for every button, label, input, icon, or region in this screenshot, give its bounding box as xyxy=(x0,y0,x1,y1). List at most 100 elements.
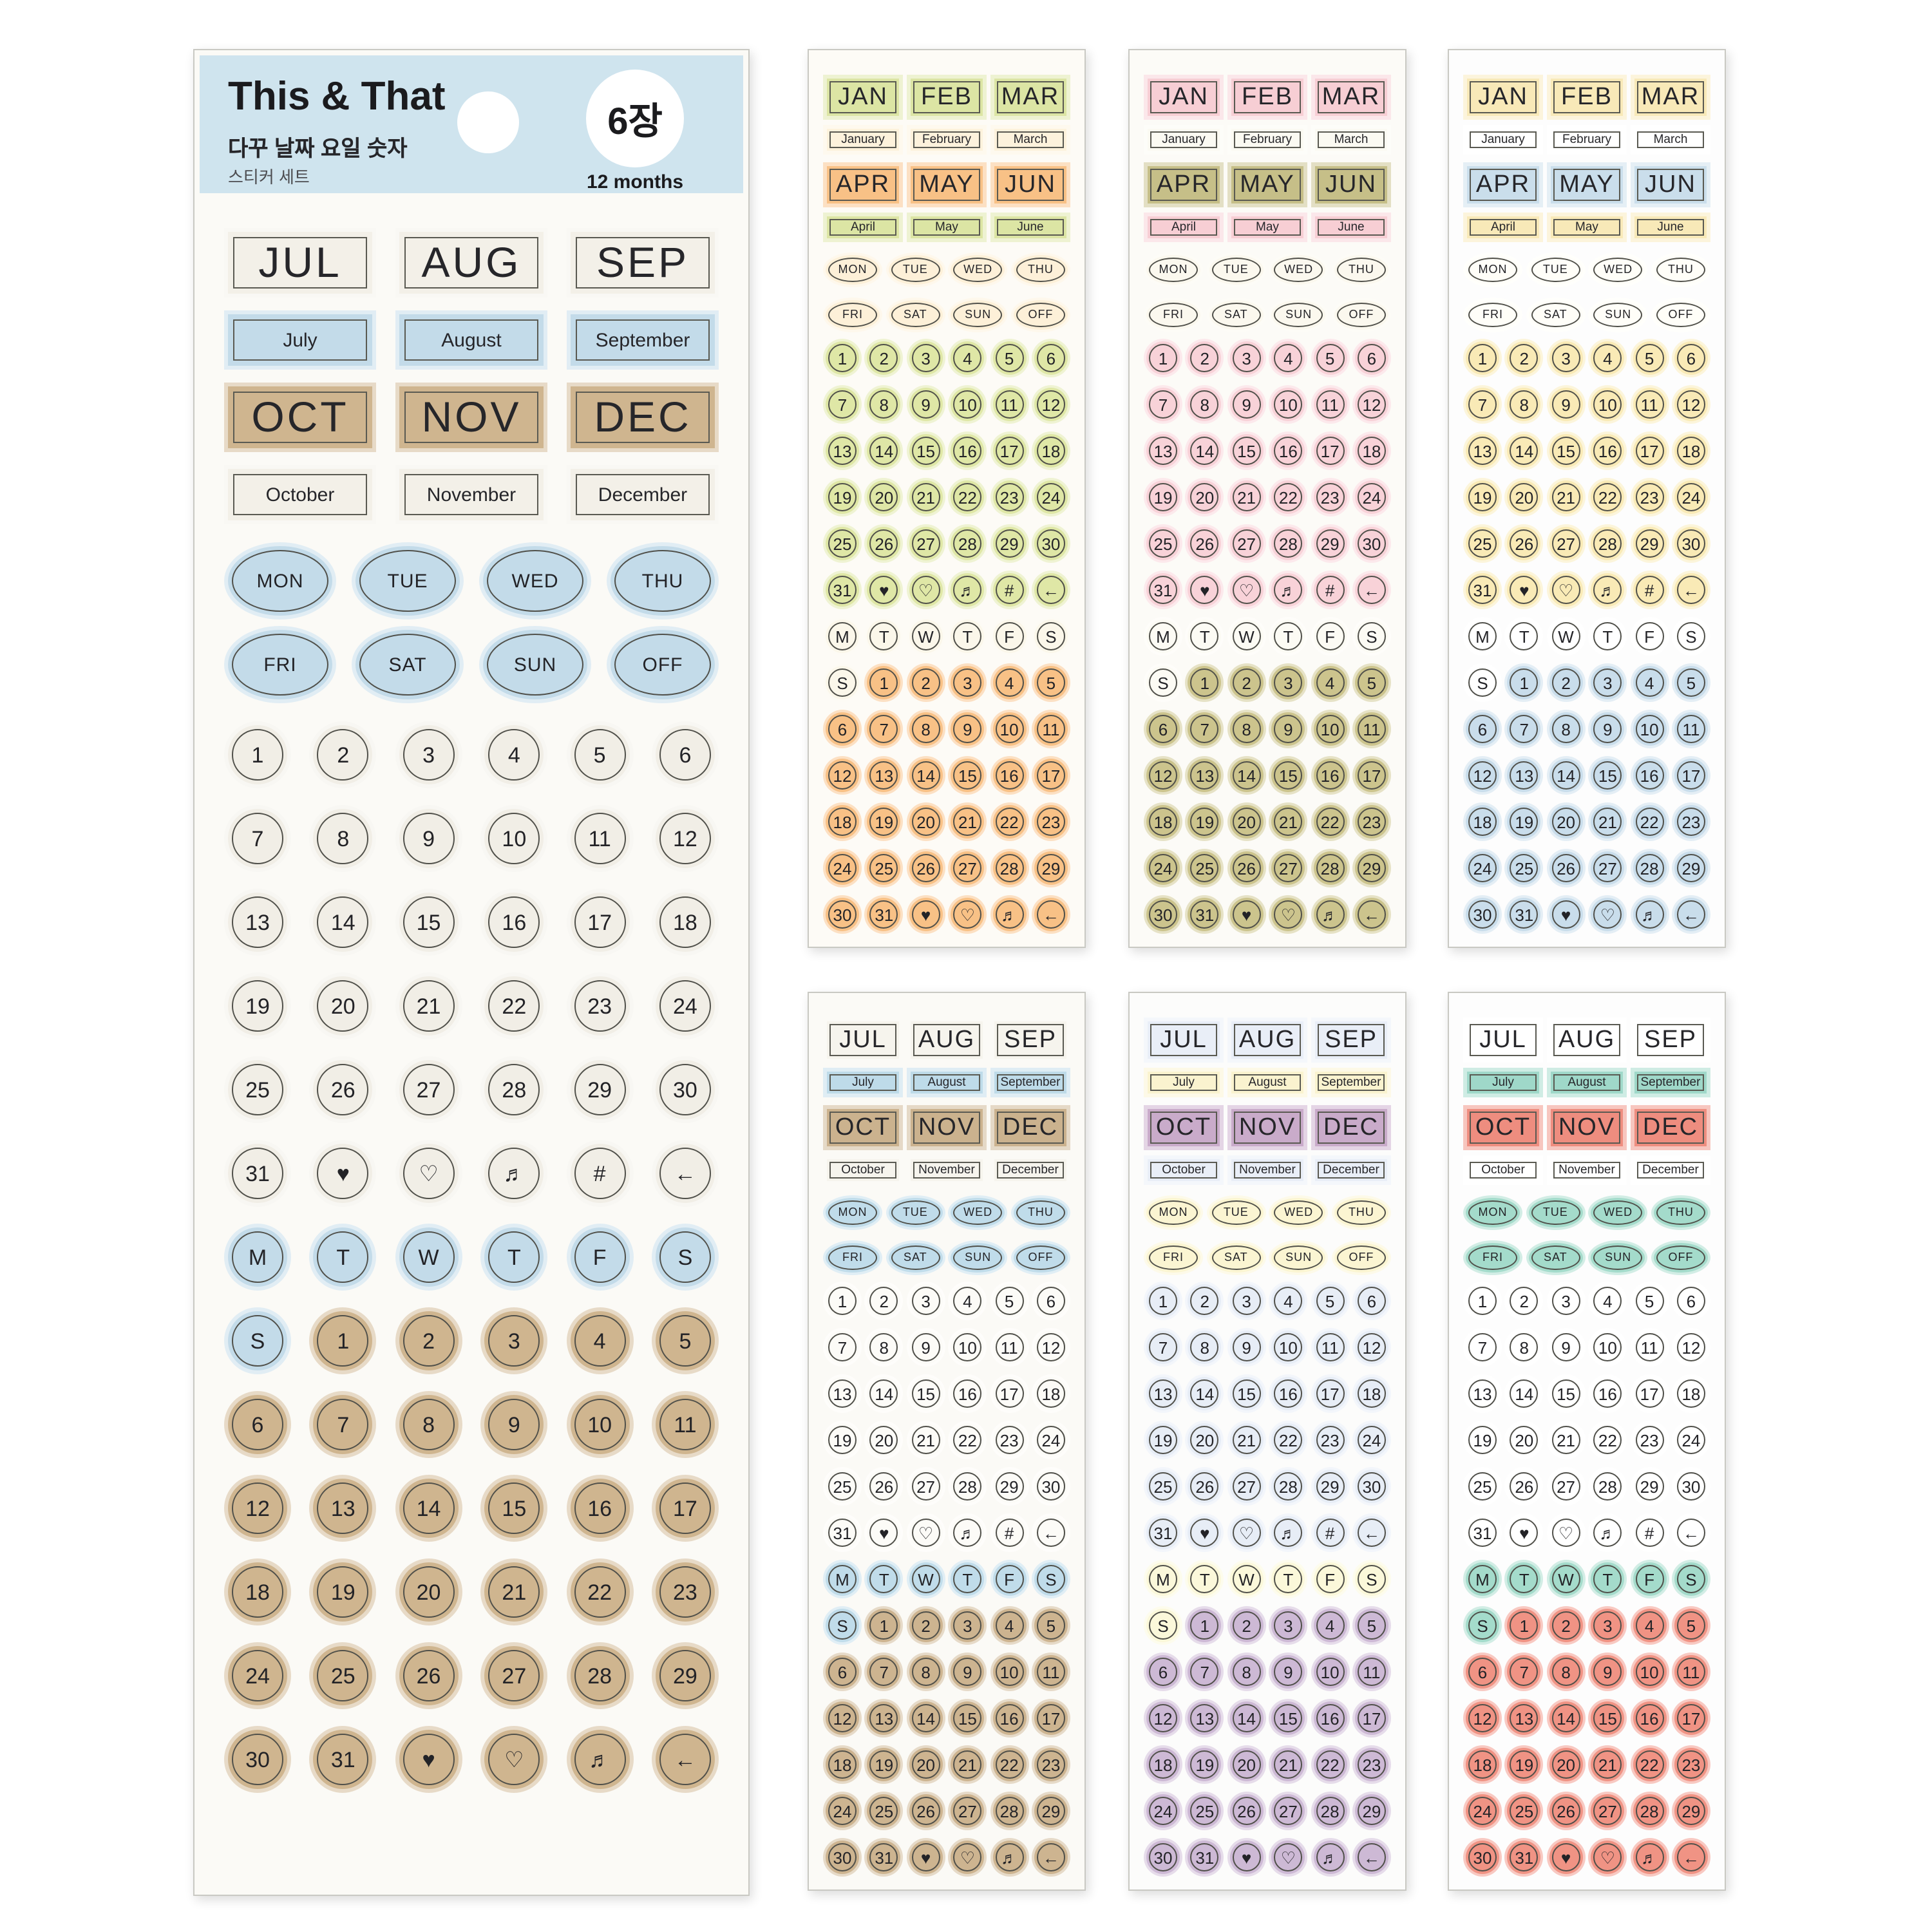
sticker-number-11: 11 xyxy=(1031,1653,1070,1691)
sticker-number-22: 22 xyxy=(1269,478,1308,516)
sticker-number-25: 25 xyxy=(1185,1792,1224,1830)
sticker-label: THU xyxy=(1027,263,1054,276)
sticker-label: 3 xyxy=(921,1291,931,1311)
sticker-label: M xyxy=(835,627,849,646)
sticker-number-15: 15 xyxy=(480,1475,548,1542)
date-number-row: 18 19 20 21 22 23 xyxy=(1130,1745,1405,1784)
sticker-label: THU xyxy=(1667,263,1694,276)
sticker-label: SAT xyxy=(1543,308,1567,321)
sticker-label: 23 xyxy=(999,1430,1019,1450)
sticker-month-feb: FEB xyxy=(1227,75,1307,120)
sticker-label: 19 xyxy=(833,1430,852,1450)
sticker-number-7: 7 xyxy=(823,1328,862,1367)
sticker-label: 28 xyxy=(958,1477,977,1496)
sticker-label: 23 xyxy=(1320,1430,1340,1450)
sticker-label: 12 xyxy=(1681,1338,1701,1357)
sticker-letter-f: F xyxy=(1311,1560,1350,1598)
sticker-number-29: 29 xyxy=(1671,1792,1710,1830)
sticker-label: 18 xyxy=(1362,1384,1381,1403)
month-label: September xyxy=(1640,1075,1701,1090)
sticker-label: 23 xyxy=(1041,1755,1061,1774)
sticker-label: 25 xyxy=(1195,858,1215,878)
sticker-letter-t: T xyxy=(1588,1560,1627,1598)
date-number-row: 25 26 27 28 29 30 xyxy=(1130,1467,1405,1506)
sticker-label: 28 xyxy=(999,858,1019,878)
sticker-label: 1 xyxy=(1477,348,1488,368)
sticker-number-8: 8 xyxy=(1504,1328,1544,1367)
month-label: SEP xyxy=(1643,1026,1698,1053)
date-number-row: 31 ♥ ♡ ♬ # ← xyxy=(1449,571,1725,609)
month-label: February xyxy=(922,133,971,147)
sticker-label: 20 xyxy=(1237,812,1256,831)
sticker-label: T xyxy=(878,627,889,646)
sticker-day-sun: SUN xyxy=(1269,298,1329,332)
sticker-number-23: 23 xyxy=(990,478,1029,516)
sticker-number-19: 19 xyxy=(1185,802,1224,841)
sticker-symbol-arrow-left: ← xyxy=(651,1140,719,1207)
sticker-number-17: 17 xyxy=(1352,756,1391,795)
sticker-label: 22 xyxy=(502,994,527,1018)
sticker-label: 29 xyxy=(999,1477,1019,1496)
sticker-label: 15 xyxy=(958,1709,977,1728)
sticker-symbol-music-note: ♬ xyxy=(1588,571,1627,609)
month-label: FEB xyxy=(1561,83,1613,110)
sticker-label: 2 xyxy=(921,673,931,692)
sticker-label: 12 xyxy=(1362,1338,1381,1357)
sticker-number-24: 24 xyxy=(1144,849,1182,887)
heart-outline-icon: ♡ xyxy=(1238,1523,1255,1542)
music-note-icon: ♬ xyxy=(959,1523,976,1542)
sticker-symbol-arrow-left: ← xyxy=(1671,571,1710,609)
sticker-label: OFF xyxy=(1028,1251,1054,1264)
sticker-number-9: 9 xyxy=(1588,710,1627,748)
sticker-number-29: 29 xyxy=(1630,524,1669,563)
sticker-label: 31 xyxy=(1195,905,1215,924)
sticker-number-18: 18 xyxy=(1144,1745,1182,1784)
sticker-label: 29 xyxy=(1362,1801,1381,1821)
sticker-label: 27 xyxy=(502,1663,527,1688)
sticker-label: 21 xyxy=(1237,1430,1256,1450)
sticker-number-3: 3 xyxy=(1546,1282,1586,1320)
sticker-number-16: 16 xyxy=(1630,756,1669,795)
sticker-label: 24 xyxy=(1153,1801,1173,1821)
sticker-number-5: 5 xyxy=(651,1307,719,1374)
sticker-number-1: 1 xyxy=(864,663,904,702)
sticker-label: 11 xyxy=(1682,719,1700,739)
day-oval-row: FRI SAT SUN OFF xyxy=(1449,1240,1725,1275)
sticker-number-8: 8 xyxy=(1504,385,1544,424)
sticker-label: 23 xyxy=(1320,488,1340,507)
sticker-label: 21 xyxy=(502,1580,527,1604)
sticker-label: 12 xyxy=(1681,395,1701,414)
sticker-month-april: April xyxy=(1144,213,1224,242)
sticker-label: 7 xyxy=(1477,395,1488,414)
sticker-label: TUE xyxy=(902,1206,928,1218)
months-caption: 12 months xyxy=(586,171,683,193)
sticker-number-9: 9 xyxy=(906,385,945,424)
sticker-label: 13 xyxy=(875,1709,894,1728)
sticker-number-3: 3 xyxy=(1588,1606,1627,1645)
sticker-label: 23 xyxy=(1681,812,1701,831)
sticker-day-fri: FRI xyxy=(823,1240,882,1275)
sticker-number-4: 4 xyxy=(1588,339,1627,377)
sticker-number-10: 10 xyxy=(1588,385,1627,424)
sticker-number-6: 6 xyxy=(1463,710,1502,748)
sticker-number-4: 4 xyxy=(1311,1606,1350,1645)
sticker-day-mon: MON xyxy=(823,252,882,287)
sticker-symbol-heart-filled: ♥ xyxy=(906,1838,945,1877)
sticker-day-sat: SAT xyxy=(1206,1240,1266,1275)
sticker-label: 19 xyxy=(1195,1755,1215,1774)
sticker-number-23: 23 xyxy=(1630,478,1669,516)
date-number-row: 13 14 15 16 17 18 xyxy=(194,889,748,956)
sticker-number-27: 27 xyxy=(1227,1467,1266,1506)
sticker-number-3: 3 xyxy=(1269,663,1308,702)
sticker-day-sat: SAT xyxy=(886,298,945,332)
sticker-number-16: 16 xyxy=(1630,1699,1669,1738)
month-name-row: October November December xyxy=(1130,1155,1405,1185)
sticker-label: 15 xyxy=(1598,1709,1617,1728)
sticker-label: 7 xyxy=(1519,719,1529,739)
heart-outline-icon: ♡ xyxy=(1238,580,1255,600)
sticker-month-jun: JUN xyxy=(1311,162,1391,207)
sticker-label: TUE xyxy=(1542,263,1568,276)
date-number-row: 19 20 21 22 23 24 xyxy=(1130,1421,1405,1459)
